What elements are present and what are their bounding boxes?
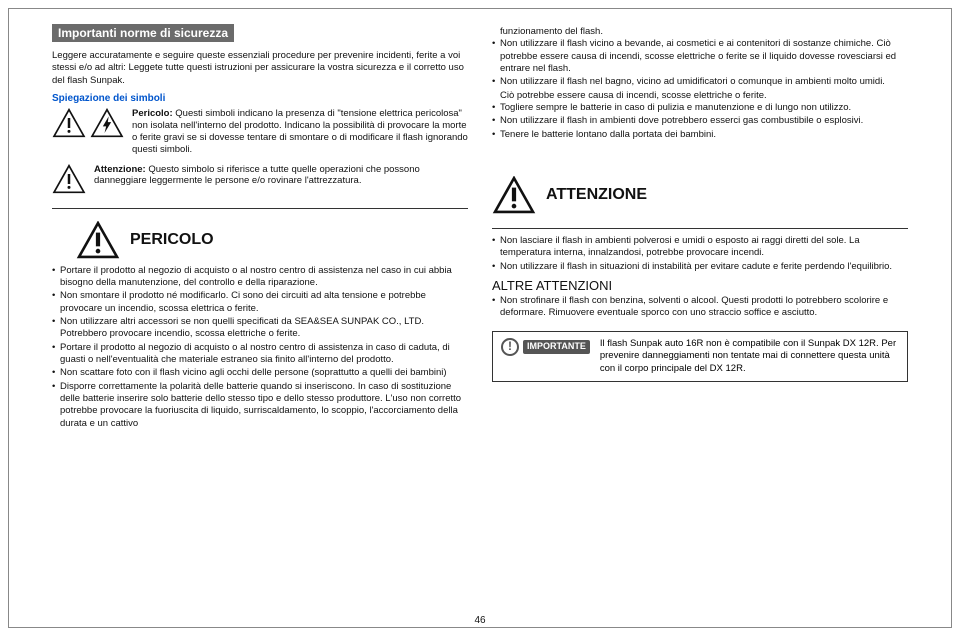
bullet-text: Non utilizzare il flash vicino a bevande… [500, 38, 908, 75]
divider-2 [492, 228, 908, 229]
caution-triangle-icon [52, 164, 86, 194]
importante-badge: ! IMPORTANTE [501, 338, 590, 356]
bullet-text: Non utilizzare il flash nel bagno, vicin… [500, 76, 885, 88]
list-item: •Non utilizzare il flash nel bagno, vici… [492, 76, 908, 88]
list-item: •Non smontare il prodotto né modificarlo… [52, 290, 468, 315]
bullet-text: Tenere le batterie lontano dalla portata… [500, 129, 716, 141]
exclamation-circle-icon: ! [501, 338, 519, 356]
bullet-text: Portare il prodotto al negozio di acquis… [60, 342, 468, 367]
intro-line1: Leggere accuratamente e seguire queste e… [52, 50, 464, 86]
bullet-text: Non smontare il prodotto né modificarlo.… [60, 290, 468, 315]
list-item: •Non scattare foto con il flash vicino a… [52, 367, 468, 379]
bullet-text: Non scattare foto con il flash vicino ag… [60, 367, 447, 379]
pericolo-symbol-text: Pericolo: Questi simboli indicano la pre… [132, 108, 468, 156]
bullet-text: Togliere sempre le batterie in caso di p… [500, 102, 851, 114]
attenzione-bullets: •Non lasciare il flash in ambienti polve… [492, 235, 908, 274]
right-column: funzionamento del flash. •Non utilizzare… [492, 24, 908, 612]
bullet-text: Disporre correttamente la polarità delle… [60, 381, 468, 430]
importante-label: IMPORTANTE [523, 340, 590, 354]
pericolo-symbol-row: Pericolo: Questi simboli indicano la pre… [52, 108, 468, 156]
importante-text: Il flash Sunpak auto 16R non è compatibi… [600, 338, 899, 375]
pericolo-bullets: •Portare il prodotto al negozio di acqui… [52, 265, 468, 431]
list-item: •Non utilizzare il flash in situazioni d… [492, 261, 908, 273]
continuation-line: funzionamento del flash. [492, 26, 908, 38]
bullet-text: Portare il prodotto al negozio di acquis… [60, 265, 468, 290]
altre-bullets: •Non strofinare il flash con benzina, so… [492, 295, 908, 321]
pericolo-icons [52, 108, 124, 138]
altre-heading: ALTRE ATTENZIONI [492, 278, 908, 293]
bullet-text: Non strofinare il flash con benzina, sol… [500, 295, 908, 320]
importante-box: ! IMPORTANTE Il flash Sunpak auto 16R no… [492, 331, 908, 382]
attenzione-symbol-row: Attenzione: Questo simbolo si riferisce … [52, 164, 468, 194]
list-item: •Non utilizzare il flash in ambienti dov… [492, 115, 908, 127]
page-number: 46 [0, 615, 960, 626]
bullet-text: Non utilizzare il flash in situazioni di… [500, 261, 892, 273]
attenzione-icon-wrap [52, 164, 86, 194]
list-item: •Portare il prodotto al negozio di acqui… [52, 342, 468, 367]
explain-label: Spiegazione dei simboli [52, 93, 468, 104]
page-content: Importanti norme di sicurezza Leggere ac… [52, 24, 908, 612]
attenzione-heading-row: ATTENZIONE [492, 176, 908, 214]
list-item: •Tenere le batterie lontano dalla portat… [492, 129, 908, 141]
left-column: Importanti norme di sicurezza Leggere ac… [52, 24, 468, 612]
list-item: •Non strofinare il flash con benzina, so… [492, 295, 908, 320]
bullet-text: Non utilizzare altri accessori se non qu… [60, 316, 468, 341]
continuation-line: Ciò potrebbe essere causa di incendi, sc… [492, 90, 908, 102]
pericolo-heading-icon [76, 221, 120, 259]
list-item: •Non utilizzare altri accessori se non q… [52, 316, 468, 341]
pericolo-heading-row: PERICOLO [76, 221, 468, 259]
attenzione-heading-icon [492, 176, 536, 214]
list-item: •Non lasciare il flash in ambienti polve… [492, 235, 908, 260]
divider-1 [52, 208, 468, 209]
list-item: •Togliere sempre le batterie in caso di … [492, 102, 908, 114]
lightning-triangle-icon [90, 108, 124, 138]
list-item: •Disporre correttamente la polarità dell… [52, 381, 468, 430]
bullet-text: Non lasciare il flash in ambienti polver… [500, 235, 908, 260]
page-title: Importanti norme di sicurezza [52, 24, 234, 42]
pericolo-sym-body: Questi simboli indicano la presenza di "… [132, 108, 468, 155]
intro-text: Leggere accuratamente e seguire queste e… [52, 50, 468, 87]
list-item: •Portare il prodotto al negozio di acqui… [52, 265, 468, 290]
right-top-bullets: funzionamento del flash. •Non utilizzare… [492, 26, 908, 142]
attenzione-heading: ATTENZIONE [546, 186, 647, 204]
bullet-text: Non utilizzare il flash in ambienti dove… [500, 115, 863, 127]
attenzione-symbol-text: Attenzione: Questo simbolo si riferisce … [94, 164, 468, 188]
list-item: •Non utilizzare il flash vicino a bevand… [492, 38, 908, 75]
warning-triangle-icon [52, 108, 86, 138]
pericolo-heading: PERICOLO [130, 231, 214, 249]
